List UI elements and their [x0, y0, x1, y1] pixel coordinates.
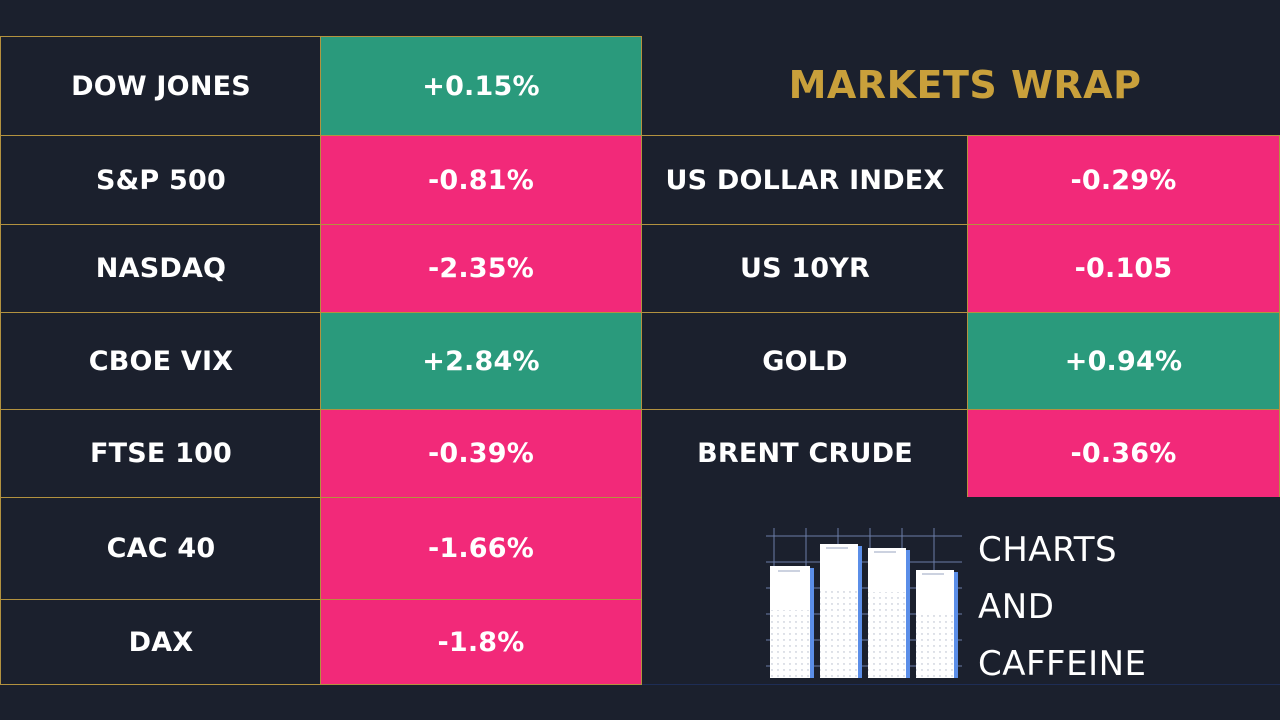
row-name-us-dollar-index: US DOLLAR INDEX: [641, 135, 969, 225]
row-name-brent-crude: BRENT CRUDE: [641, 409, 969, 498]
row-name-dow-jones: DOW JONES: [0, 36, 322, 136]
row-name-ftse-100: FTSE 100: [0, 409, 322, 498]
row-name-nasdaq: NASDAQ: [0, 224, 322, 313]
row-name-us-10yr: US 10YR: [641, 224, 969, 313]
row-value-brent-crude: -0.36%: [967, 409, 1280, 498]
row-name-cboe-vix: CBOE VIX: [0, 312, 322, 410]
row-name-dax: DAX: [0, 599, 322, 685]
row-value-nasdaq: -2.35%: [320, 224, 642, 313]
brand-line-2: AND: [978, 587, 1055, 627]
bar-chart-logo-icon: [766, 528, 962, 678]
page-title: MARKETS WRAP: [788, 63, 1142, 107]
row-value-gold: +0.94%: [967, 312, 1280, 410]
row-value-dax: -1.8%: [320, 599, 642, 685]
row-value-us-dollar-index: -0.29%: [967, 135, 1280, 225]
row-value-ftse-100: -0.39%: [320, 409, 642, 498]
row-value-cboe-vix: +2.84%: [320, 312, 642, 410]
brand-line-3: CAFFEINE: [978, 644, 1147, 684]
row-value-cac-40: -1.66%: [320, 497, 642, 600]
row-name-gold: GOLD: [641, 312, 969, 410]
row-value-sp-500: -0.81%: [320, 135, 642, 225]
row-name-cac-40: CAC 40: [0, 497, 322, 600]
row-value-us-10yr: -0.105: [967, 224, 1280, 313]
brand-name: CHARTS AND CAFFEINE: [978, 522, 1147, 693]
brand-area: [642, 497, 1280, 685]
row-value-dow-jones: +0.15%: [320, 36, 642, 136]
row-name-sp-500: S&P 500: [0, 135, 322, 225]
brand-line-1: CHARTS: [978, 530, 1118, 570]
